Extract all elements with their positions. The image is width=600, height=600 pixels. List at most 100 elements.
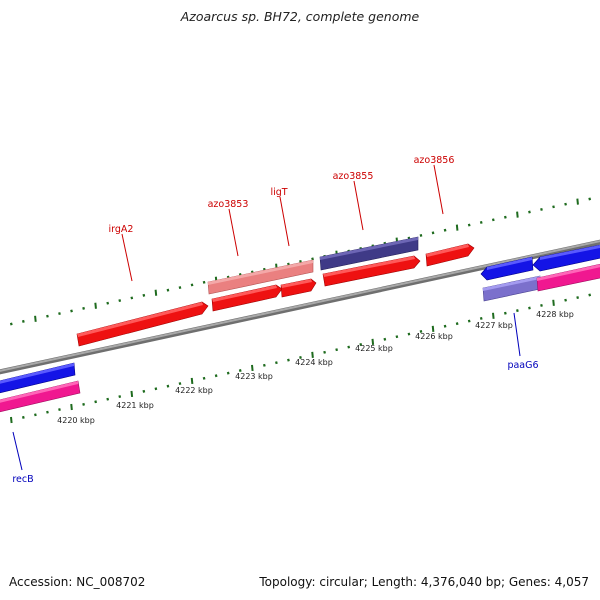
reverse-minor-tick [588, 293, 592, 297]
label-leader [433, 164, 444, 215]
gene-highlight [0, 381, 78, 403]
gene-highlight [540, 245, 600, 260]
forward-minor-tick [443, 228, 447, 232]
reverse-minor-tick [455, 322, 459, 326]
reverse-minor-tick [238, 369, 242, 372]
forward-minor-tick [552, 205, 555, 209]
reverse-minor-tick [395, 335, 399, 339]
reverse-minor-tick [166, 384, 170, 388]
reverse-minor-tick [347, 345, 351, 349]
reverse-major-tick [10, 416, 13, 424]
forward-minor-tick [82, 306, 85, 310]
label-leader [12, 431, 23, 471]
forward-minor-tick [419, 233, 423, 237]
gene-highlight [483, 276, 540, 291]
label-leader [228, 208, 239, 257]
reverse-minor-tick [299, 356, 302, 359]
forward-minor-tick [58, 312, 61, 316]
reverse-major-tick [130, 390, 134, 398]
forward-minor-tick [202, 280, 206, 284]
label-leader [121, 233, 133, 282]
reverse-gene-labels: recB paaG6 [12, 312, 539, 485]
reverse-minor-tick [359, 343, 363, 346]
kbp-label: 4226 kbp [415, 332, 453, 341]
reverse-minor-tick [21, 415, 25, 419]
gene-highlight [0, 363, 74, 384]
reverse-minor-tick [262, 363, 266, 367]
reverse-major-tick [311, 351, 314, 358]
forward-major-tick [94, 302, 97, 309]
forward-minor-tick [70, 309, 73, 313]
reverse-minor-tick [335, 348, 339, 352]
forward-minor-tick [21, 319, 25, 323]
kbp-label: 4223 kbp [235, 372, 273, 381]
gene-highlight [208, 260, 313, 285]
forward-minor-tick [564, 202, 567, 206]
reverse-minor-tick [419, 329, 423, 333]
reverse-minor-tick [202, 376, 206, 380]
gene-label-irgA2[interactable]: irgA2 [109, 224, 134, 235]
gene-label-azo3855[interactable]: azo3855 [333, 171, 374, 182]
reverse-major-tick [190, 377, 194, 385]
accession-label: Accession: NC_008702 [9, 575, 146, 589]
gene-label-paaG6[interactable]: paaG6 [507, 360, 538, 371]
gene-highlight [537, 264, 600, 281]
reverse-major-tick [492, 312, 495, 319]
reverse-minor-tick [214, 374, 218, 378]
gene-highlight [77, 302, 203, 337]
forward-minor-tick [46, 314, 49, 318]
reverse-minor-tick [287, 358, 290, 362]
gene-highlight [320, 237, 418, 260]
reverse-minor-tick [443, 324, 447, 328]
forward-gene-labels: irgA2 azo3853 ligT azo3855 azo3856 [109, 155, 455, 282]
forward-major-tick [154, 289, 158, 296]
gene-right-blue[interactable] [532, 243, 600, 272]
gene-label-ligT[interactable]: ligT [270, 187, 287, 198]
forward-minor-tick [178, 286, 182, 290]
reverse-tick-track [10, 293, 592, 424]
reverse-minor-tick [503, 311, 507, 315]
forward-major-tick [34, 315, 37, 322]
reverse-minor-tick [323, 350, 326, 354]
forward-minor-tick [479, 220, 483, 224]
reverse-minor-tick [142, 389, 146, 393]
forward-minor-tick [467, 223, 471, 227]
gene-highlight [487, 257, 532, 270]
reverse-minor-tick [118, 395, 122, 399]
forward-minor-tick [190, 283, 194, 287]
forward-gene-track [76, 236, 475, 347]
forward-minor-tick [106, 301, 110, 305]
reverse-minor-tick [46, 410, 49, 414]
reverse-minor-tick [564, 298, 567, 302]
genome-backbone-highlight [0, 240, 600, 372]
label-leader [513, 312, 521, 357]
reverse-minor-tick [467, 319, 471, 323]
reverse-major-tick [552, 299, 555, 306]
forward-minor-tick [540, 207, 543, 211]
gene-paaG6-blue[interactable] [480, 256, 534, 281]
reverse-minor-tick [528, 306, 531, 310]
gene-label-azo3853[interactable]: azo3853 [208, 199, 249, 210]
kbp-label: 4221 kbp [116, 401, 154, 410]
forward-major-tick [455, 224, 459, 231]
gene-highlight [212, 285, 277, 302]
kbp-label: 4222 kbp [175, 386, 213, 395]
forward-minor-tick [311, 257, 314, 261]
gene-label-azo3856[interactable]: azo3856 [414, 155, 455, 166]
reverse-minor-tick [178, 382, 182, 386]
gene-label-recB[interactable]: recB [12, 474, 33, 485]
gene-recB-magenta[interactable] [0, 380, 81, 413]
forward-major-tick [576, 198, 579, 205]
forward-minor-tick [528, 210, 531, 214]
reverse-minor-tick [82, 402, 85, 406]
kbp-label: 4224 kbp [295, 358, 333, 367]
forward-minor-tick [166, 288, 170, 292]
forward-minor-tick [503, 215, 507, 219]
gene-highlight [426, 244, 469, 257]
kbp-label: 4225 kbp [355, 344, 393, 353]
kbp-tick-labels: 4220 kbp 4221 kbp 4222 kbp 4223 kbp 4224… [57, 310, 574, 425]
label-leader [353, 180, 364, 231]
kbp-label: 4220 kbp [57, 416, 95, 425]
kbp-label: 4227 kbp [475, 321, 513, 330]
